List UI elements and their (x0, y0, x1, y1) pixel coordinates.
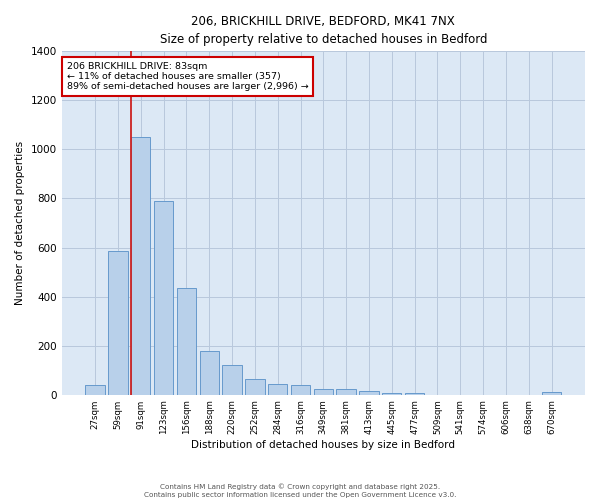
Bar (131, 137, 151, 394)
Bar (223, 366, 242, 394)
Bar (200, 350, 219, 395)
Bar (108, 251, 128, 394)
Bar (154, 201, 173, 394)
Bar (177, 288, 196, 395)
Bar (542, 392, 561, 394)
Bar (382, 392, 401, 394)
Title: 206, BRICKHILL DRIVE, BEDFORD, MK41 7NX
Size of property relative to detached ho: 206, BRICKHILL DRIVE, BEDFORD, MK41 7NX … (160, 15, 487, 46)
Bar (314, 388, 333, 394)
Bar (359, 391, 379, 394)
Bar (337, 390, 356, 394)
Bar (268, 384, 287, 394)
Bar (85, 385, 105, 394)
Y-axis label: Number of detached properties: Number of detached properties (15, 141, 25, 305)
Text: 206 BRICKHILL DRIVE: 83sqm
← 11% of detached houses are smaller (357)
89% of sem: 206 BRICKHILL DRIVE: 83sqm ← 11% of deta… (67, 62, 308, 92)
Bar (291, 385, 310, 394)
X-axis label: Distribution of detached houses by size in Bedford: Distribution of detached houses by size … (191, 440, 455, 450)
Bar (245, 379, 265, 394)
Text: Contains HM Land Registry data © Crown copyright and database right 2025.
Contai: Contains HM Land Registry data © Crown c… (144, 483, 456, 498)
